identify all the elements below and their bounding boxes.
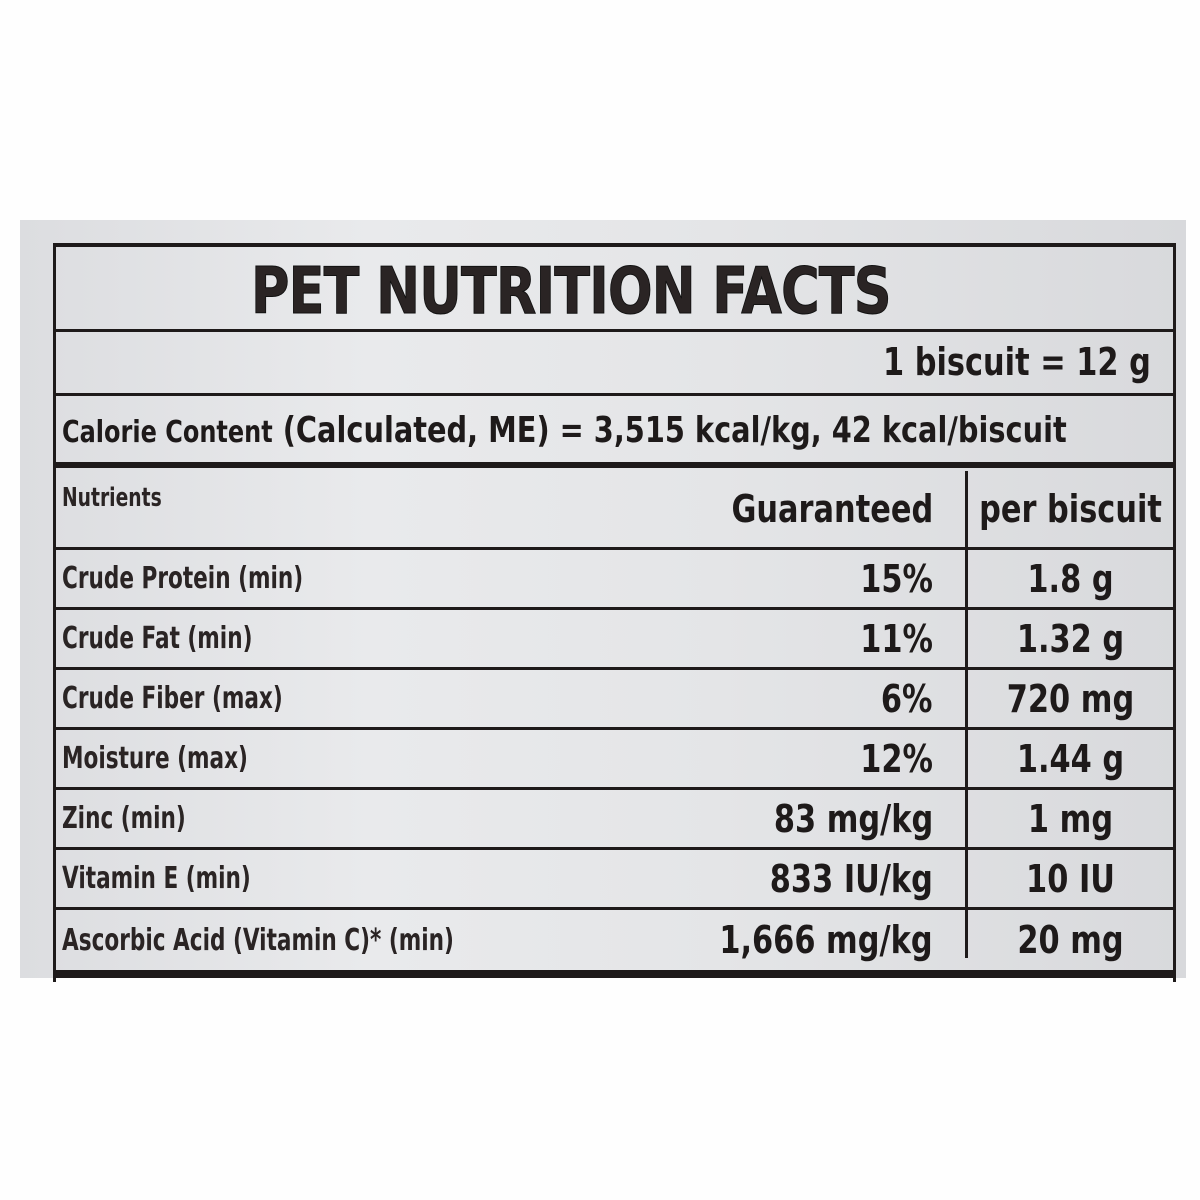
- label-title: PET NUTRITION FACTS: [251, 255, 892, 330]
- per-biscuit-value: 720 mg: [1006, 676, 1135, 721]
- table-row: Crude Protein (min) 15% 1.8 g: [56, 550, 1173, 610]
- per-biscuit-value: 1.32 g: [1016, 616, 1125, 661]
- table-row: Crude Fat (min) 11% 1.32 g: [56, 610, 1173, 670]
- serving-size: 1 biscuit = 12 g: [883, 340, 1151, 384]
- nutrient-name: Crude Fiber (max): [62, 681, 283, 716]
- per-biscuit-value: 1.8 g: [1027, 556, 1114, 601]
- calorie-label: Calorie Content: [62, 415, 273, 450]
- table-header: Nutrients Guaranteed per biscuit: [56, 471, 1173, 550]
- nutrient-name: Zinc (min): [62, 801, 186, 836]
- per-biscuit-value: 10 IU: [1026, 856, 1115, 901]
- nutrient-name: Ascorbic Acid (Vitamin C)* (min): [62, 922, 454, 958]
- nutrient-name: Vitamin E (min): [62, 861, 251, 896]
- header-per-biscuit: per biscuit: [979, 487, 1162, 531]
- guaranteed-value: 11%: [860, 616, 933, 661]
- nutrient-name: Moisture (max): [62, 741, 248, 776]
- table-row: Zinc (min) 83 mg/kg 1 mg: [56, 790, 1173, 850]
- title-row: PET NUTRITION FACTS: [56, 247, 1173, 332]
- column-divider: [965, 471, 968, 958]
- guaranteed-value: 12%: [860, 736, 933, 781]
- nutrition-facts-panel: PET NUTRITION FACTS 1 biscuit = 12 g Cal…: [53, 243, 1176, 982]
- guaranteed-value: 1,666 mg/kg: [719, 918, 933, 962]
- nutrient-name: Crude Fat (min): [62, 621, 253, 656]
- calorie-value: (Calculated, ME) = 3,515 kcal/kg, 42 kca…: [282, 410, 1067, 451]
- calorie-row: Calorie Content (Calculated, ME) = 3,515…: [56, 396, 1173, 468]
- per-biscuit-value: 1 mg: [1027, 796, 1114, 841]
- nutrient-table: Nutrients Guaranteed per biscuit Crude P…: [56, 471, 1173, 978]
- table-row: Ascorbic Acid (Vitamin C)* (min) 1,666 m…: [56, 910, 1173, 978]
- guaranteed-value: 83 mg/kg: [773, 796, 933, 841]
- table-row: Crude Fiber (max) 6% 720 mg: [56, 670, 1173, 730]
- header-nutrients: Nutrients: [62, 483, 162, 513]
- nutrient-name: Crude Protein (min): [62, 561, 304, 596]
- calorie-content: Calorie Content (Calculated, ME) = 3,515…: [62, 410, 1067, 451]
- guaranteed-value: 6%: [881, 676, 933, 721]
- per-biscuit-value: 20 mg: [1017, 918, 1124, 962]
- header-guaranteed: Guaranteed: [731, 487, 933, 531]
- per-biscuit-value: 1.44 g: [1016, 736, 1125, 781]
- guaranteed-value: 833 IU/kg: [769, 856, 933, 901]
- guaranteed-value: 15%: [860, 556, 933, 601]
- table-row: Vitamin E (min) 833 IU/kg 10 IU: [56, 850, 1173, 910]
- table-row: Moisture (max) 12% 1.44 g: [56, 730, 1173, 790]
- serving-row: 1 biscuit = 12 g: [56, 332, 1173, 396]
- label-background: [20, 220, 1186, 978]
